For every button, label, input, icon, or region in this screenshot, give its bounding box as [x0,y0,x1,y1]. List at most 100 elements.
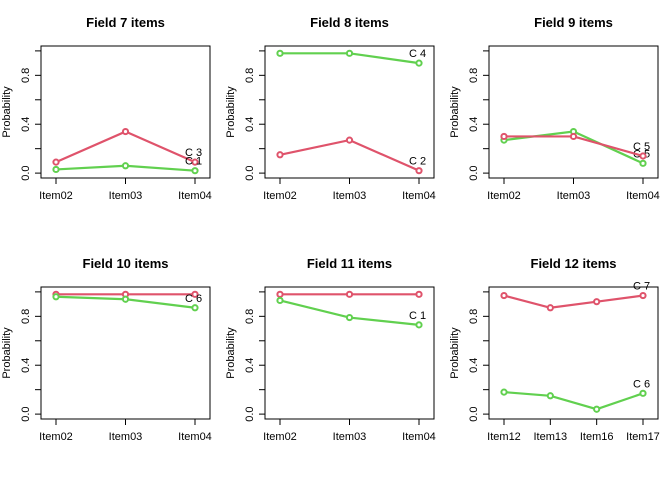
x-tick-label: Item03 [333,431,367,443]
series-end-label: C 4 [409,48,426,60]
y-tick-label: 0.0 [20,165,32,180]
chart-panel: Field 7 items 0.0 0.4 0.8 Probability Item02 I… [1,15,212,202]
plot-frame [264,286,435,420]
x-tick-label: Item13 [534,431,568,443]
x-tick-label: Item02 [263,431,297,443]
x-tick-label: Item04 [402,190,436,202]
x-tick-label: Item04 [178,190,212,202]
chart-title: Field 7 items [86,15,165,30]
series-end-label: C 6 [185,293,202,305]
chart-title: Field 9 items [534,15,613,30]
series-end-label: C 6 [633,378,650,390]
data-point [191,304,199,312]
x-tick-label: Item04 [626,190,660,202]
x-tick-label: Item12 [487,431,521,443]
y-axis-label: Probability [1,327,13,379]
y-tick-label: 0.0 [244,165,256,180]
x-tick-label: Item04 [178,431,212,443]
x-tick-label: Item04 [402,431,436,443]
data-point [546,304,554,312]
data-point [415,321,423,329]
data-point [593,298,601,306]
chart-panel: Field 10 items 0.0 0.4 0.8 Probability Item02… [1,256,212,443]
x-tick-label: Item02 [39,431,73,443]
y-axis-label: Probability [225,327,237,379]
x-tick-label: Item16 [580,431,614,443]
y-tick-label: 0.8 [20,309,32,324]
series-line [55,130,196,164]
x-tick-label: Item03 [109,190,143,202]
series-end-label: C 1 [185,156,202,168]
y-tick-label: 0.4 [468,358,480,373]
chart-panel: Field 11 items 0.0 0.4 0.8 Probability Item02… [225,256,436,443]
y-tick-label: 0.0 [244,406,256,421]
series-end-label: C 1 [409,310,426,322]
y-axis-label: Probability [449,327,461,379]
data-point [276,151,284,159]
data-point [52,165,60,174]
y-tick-label: 0.0 [20,406,32,421]
y-axis-label: Probability [449,86,461,138]
series-end-label: C 7 [633,281,650,293]
series-line [503,294,644,309]
data-point [593,405,601,413]
y-axis-label: Probability [225,86,237,138]
chart-title: Field 10 items [83,256,169,271]
y-tick-label: 0.4 [244,117,256,132]
data-point [415,290,423,298]
data-point [569,132,578,141]
data-point [52,158,60,166]
data-point [345,49,354,57]
x-tick-label: Item17 [626,431,660,443]
data-point [415,167,423,175]
data-point [639,389,647,397]
data-point [276,296,284,305]
x-tick-label: Item03 [557,190,591,202]
series-line [279,138,420,172]
series-line [279,299,420,326]
chart-panel: Field 8 items 0.0 0.4 0.8 Probability Item02 I… [225,15,436,202]
data-point [500,132,508,141]
series-end-label: C 3 [185,147,202,159]
data-point [500,388,508,396]
data-point [191,158,199,166]
data-point [345,290,354,298]
y-tick-label: 0.4 [20,117,32,132]
data-point [415,59,423,67]
x-tick-label: Item03 [333,190,367,202]
data-point [639,159,647,167]
data-point [276,49,284,57]
x-tick-label: Item03 [109,431,143,443]
x-tick-label: Item02 [487,190,521,202]
data-point [345,136,354,144]
data-point [639,152,647,160]
series-line [503,391,644,411]
data-point [191,290,199,298]
series-end-label: C 2 [409,156,426,168]
data-point [345,313,354,322]
data-point [191,167,199,175]
y-axis-label: Probability [1,86,13,138]
y-tick-label: 0.8 [20,68,32,83]
data-point [52,293,60,301]
y-tick-label: 0.8 [244,309,256,324]
chart-title: Field 12 items [531,256,617,271]
y-tick-label: 0.4 [468,117,480,132]
y-tick-label: 0.8 [468,309,480,324]
data-point [500,291,508,300]
series-end-label: C 5 [633,141,650,153]
y-tick-label: 0.4 [244,358,256,373]
chart-panel: Field 9 items 0.0 0.4 0.8 Probability Item02 I… [449,15,660,202]
x-tick-label: Item02 [39,190,73,202]
y-tick-label: 0.0 [468,406,480,421]
data-point [276,290,284,298]
y-tick-label: 0.0 [468,165,480,180]
data-point [121,162,130,170]
data-point [546,392,554,400]
x-tick-label: Item02 [263,190,297,202]
data-point [121,127,130,136]
y-tick-label: 0.8 [244,68,256,83]
chart-panel: Field 12 items 0.0 0.4 0.8 Probability Item12… [449,256,660,443]
chart-title: Field 11 items [307,256,392,271]
